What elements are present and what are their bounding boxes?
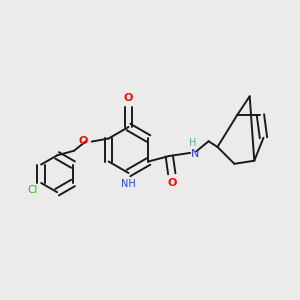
Text: O: O bbox=[79, 136, 88, 146]
Text: O: O bbox=[124, 93, 133, 103]
Text: NH: NH bbox=[121, 179, 136, 189]
Text: N: N bbox=[191, 149, 199, 159]
Text: H: H bbox=[189, 138, 196, 148]
Text: Cl: Cl bbox=[28, 184, 38, 194]
Text: O: O bbox=[168, 178, 177, 188]
